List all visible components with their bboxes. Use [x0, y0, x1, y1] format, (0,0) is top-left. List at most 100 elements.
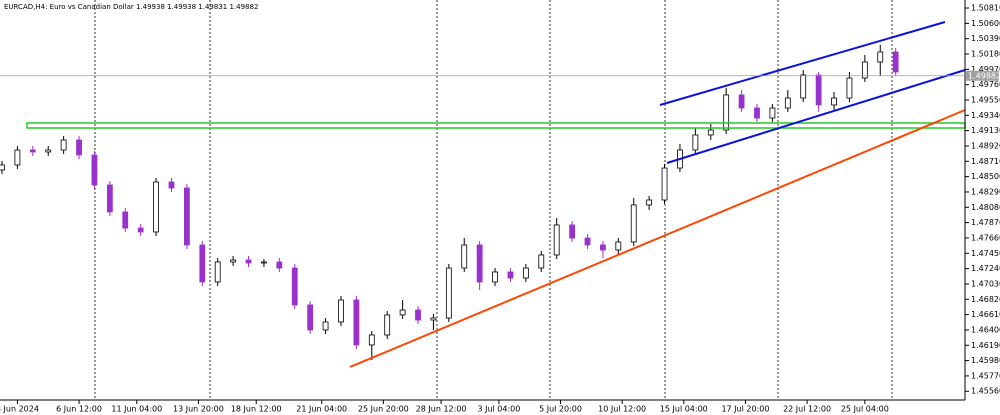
candle-body	[45, 149, 52, 153]
drawn-lines	[26, 21, 966, 368]
y-tick-label: 1.49760	[971, 80, 1000, 89]
y-tick-label: 1.45560	[971, 387, 1000, 396]
x-tick-label: 10 Jul 12:00	[598, 405, 646, 414]
y-tick-label: 1.50600	[971, 19, 1000, 28]
candle-body	[877, 51, 884, 63]
candle-body	[183, 187, 190, 246]
candle-body	[76, 139, 82, 156]
y-tick-label: 1.50810	[971, 4, 1000, 13]
candle-body	[831, 97, 837, 106]
candle-body	[430, 317, 437, 321]
candle-body	[153, 181, 159, 233]
y-tick-label: 1.46610	[971, 310, 1000, 319]
x-tick-label: 17 Jul 20:00	[721, 405, 769, 414]
candle-body	[0, 164, 5, 171]
y-tick-label: 1.47450	[971, 249, 1000, 258]
x-tick-label: 3 Jun 2024	[0, 405, 39, 414]
y-tick-label: 1.46400	[971, 325, 1000, 334]
x-tick-label: 13 Jun 20:00	[173, 405, 224, 414]
candle-body	[415, 309, 421, 321]
candle-body	[322, 321, 329, 331]
y-tick-label: 1.45770	[971, 371, 1000, 380]
candle-body	[800, 74, 807, 99]
candle-body	[60, 139, 67, 151]
candle-body	[553, 224, 560, 256]
candle-body	[538, 254, 545, 269]
x-tick-label: 18 Jun 12:00	[231, 405, 282, 414]
candle-body	[106, 184, 113, 213]
candle-body	[291, 267, 298, 306]
current-price-box	[966, 70, 999, 81]
y-tick-label: 1.49130	[971, 126, 1000, 135]
candle-body	[276, 261, 283, 269]
x-tick-label: 5 Jul 20:00	[539, 405, 582, 414]
x-tick-label: 11 Jun 04:00	[111, 405, 162, 414]
candle-body	[738, 94, 745, 109]
x-tick-label: 28 Jun 12:00	[416, 405, 467, 414]
candle-body	[600, 244, 606, 251]
x-tick-label: 15 Jul 04:00	[660, 405, 708, 414]
candle-body	[723, 94, 730, 131]
candle-body	[261, 261, 267, 264]
y-tick-label: 1.47030	[971, 279, 1000, 288]
channel-upper	[659, 21, 946, 106]
candle-body	[846, 77, 853, 99]
candle-body	[861, 61, 868, 79]
candle-body	[122, 211, 129, 229]
candle-body	[461, 244, 468, 269]
y-tick-label: 1.46190	[971, 341, 1000, 350]
y-tick-label: 1.47240	[971, 264, 1000, 273]
y-tick-label: 1.48710	[971, 157, 1000, 166]
candle-body	[245, 259, 252, 264]
candle-body	[384, 314, 391, 336]
y-tick-label: 1.47870	[971, 218, 1000, 227]
candle-body	[338, 299, 344, 323]
y-tick-label: 1.49970	[971, 65, 1000, 74]
current-price-label: 1.49882	[968, 71, 1000, 80]
y-tick-label: 1.46820	[971, 295, 1000, 304]
y-tick-label: 1.49340	[971, 111, 1000, 120]
x-tick-label: 3 Jul 04:00	[477, 405, 520, 414]
candle-body	[646, 199, 653, 206]
y-tick-label: 1.48290	[971, 187, 1000, 196]
candle-body	[707, 129, 714, 136]
candle-body	[892, 51, 899, 73]
candle-body	[815, 74, 822, 106]
candle-body	[630, 204, 637, 243]
candle-body	[692, 134, 699, 151]
candle-body	[784, 97, 791, 109]
y-tick-label: 1.50180	[971, 50, 1000, 59]
candle-body	[661, 167, 668, 201]
x-tick-label: 25 Jun 20:00	[358, 405, 409, 414]
candle-body	[307, 304, 314, 331]
candle-body	[214, 261, 221, 283]
candle-body	[507, 271, 514, 279]
candle-body	[754, 107, 760, 119]
y-tick-label: 1.48080	[971, 203, 1000, 212]
candle-body	[584, 237, 591, 246]
candle-body	[492, 271, 498, 283]
candle-body	[522, 267, 529, 279]
y-tick-label: 1.48920	[971, 141, 1000, 150]
y-tick-label: 1.47660	[971, 233, 1000, 242]
candle-body	[476, 244, 483, 283]
candle-body	[569, 224, 575, 239]
candle-body	[399, 309, 406, 316]
x-tick-label: 25 Jul 04:00	[841, 405, 889, 414]
candle-body	[230, 259, 237, 263]
candle-body	[91, 154, 98, 186]
candle-body	[353, 299, 360, 346]
x-tick-label: 22 Jul 12:00	[783, 405, 831, 414]
candle-body	[137, 227, 144, 233]
candle-body	[368, 334, 375, 346]
y-tick-label: 1.50390	[971, 34, 1000, 43]
period-separators	[94, 0, 893, 400]
y-tick-label: 1.48500	[971, 172, 1000, 181]
candle-body	[769, 107, 776, 119]
trend-line	[349, 109, 966, 368]
x-tick-label: 6 Jun 12:00	[56, 405, 102, 414]
candle-body	[445, 267, 452, 319]
chart-title: EURCAD,H4: Euro vs Canadian Dollar 1.499…	[4, 3, 258, 11]
